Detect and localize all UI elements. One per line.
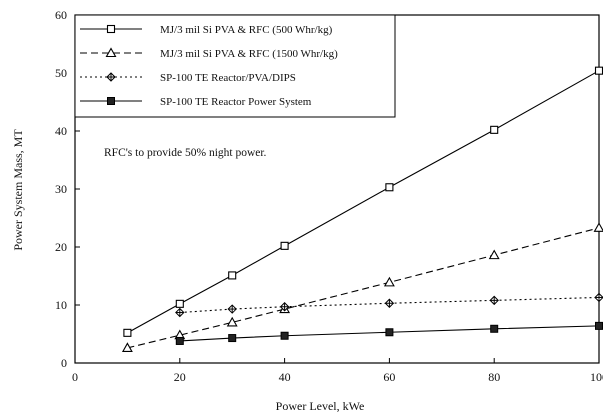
legend-label: MJ/3 mil Si PVA & RFC (1500 Whr/kg) <box>160 48 338 60</box>
series-layer <box>121 66 603 352</box>
data-point <box>106 24 116 34</box>
data-point <box>595 321 603 330</box>
data-point <box>594 292 603 303</box>
legend-label: SP-100 TE Reactor/PVA/DIPS <box>160 72 296 84</box>
data-point <box>175 307 185 318</box>
data-point <box>490 125 499 134</box>
legend-item: MJ/3 mil Si PVA & RFC (1500 Whr/kg) <box>80 47 338 60</box>
data-point <box>228 334 237 343</box>
data-point <box>383 276 395 287</box>
series-4 <box>175 321 603 345</box>
legend-frame <box>74 14 396 118</box>
data-point <box>279 302 290 312</box>
series-line <box>179 325 600 342</box>
data-point <box>593 222 603 232</box>
legend-item: SP-100 TE Reactor Power System <box>80 96 312 108</box>
data-point <box>121 342 133 352</box>
y-tick-label: 60 <box>55 8 67 22</box>
x-tick-label: 20 <box>174 370 186 384</box>
legend-label: SP-100 TE Reactor Power System <box>160 96 312 108</box>
series-2 <box>121 222 603 352</box>
data-point <box>385 183 394 192</box>
y-tick-label: 20 <box>55 240 67 254</box>
legend: MJ/3 mil Si PVA & RFC (500 Whr/kg) MJ/3 m… <box>74 14 396 118</box>
data-point <box>488 249 500 260</box>
y-axis-title: Power System Mass, MT <box>11 129 25 251</box>
data-point <box>123 328 132 337</box>
annotation-text: RFC's to provide 50% night power. <box>104 147 267 159</box>
x-tick-label: 100 <box>590 370 603 384</box>
data-point <box>175 299 184 308</box>
data-point <box>489 295 499 306</box>
data-point <box>228 271 237 280</box>
x-tick-label: 40 <box>279 370 291 384</box>
legend-item: SP-100 TE Reactor/PVA/DIPS <box>80 72 296 84</box>
data-point <box>385 328 394 337</box>
data-point <box>227 304 237 314</box>
data-point <box>106 72 116 82</box>
y-tick-label: 30 <box>55 182 67 196</box>
y-tick-label: 10 <box>55 298 67 312</box>
y-tick-label: 40 <box>55 124 67 138</box>
y-tick-label: 50 <box>55 66 67 80</box>
legend-item: MJ/3 mil Si PVA & RFC (500 Whr/kg) <box>80 24 333 36</box>
data-point <box>280 331 289 340</box>
x-tick-label: 60 <box>383 370 395 384</box>
data-point <box>107 97 115 105</box>
data-point <box>175 336 184 345</box>
x-axis-ticks: 0 20 40 60 80 100 <box>72 358 603 384</box>
data-point <box>280 241 289 250</box>
data-point <box>490 324 499 333</box>
data-point <box>594 66 603 75</box>
y-axis-ticks: 0 10 20 30 40 50 60 <box>55 8 80 370</box>
series-3 <box>175 292 603 318</box>
data-point <box>384 298 395 308</box>
series-line <box>127 227 600 349</box>
legend-label: MJ/3 mil Si PVA & RFC (500 Whr/kg) <box>160 24 333 36</box>
data-point <box>105 47 117 58</box>
x-axis-title: Power Level, kWe <box>276 399 365 413</box>
y-tick-label: 0 <box>61 356 67 370</box>
data-point <box>226 316 238 327</box>
series-1 <box>123 66 603 337</box>
x-tick-label: 0 <box>72 370 78 384</box>
x-tick-label: 80 <box>488 370 500 384</box>
